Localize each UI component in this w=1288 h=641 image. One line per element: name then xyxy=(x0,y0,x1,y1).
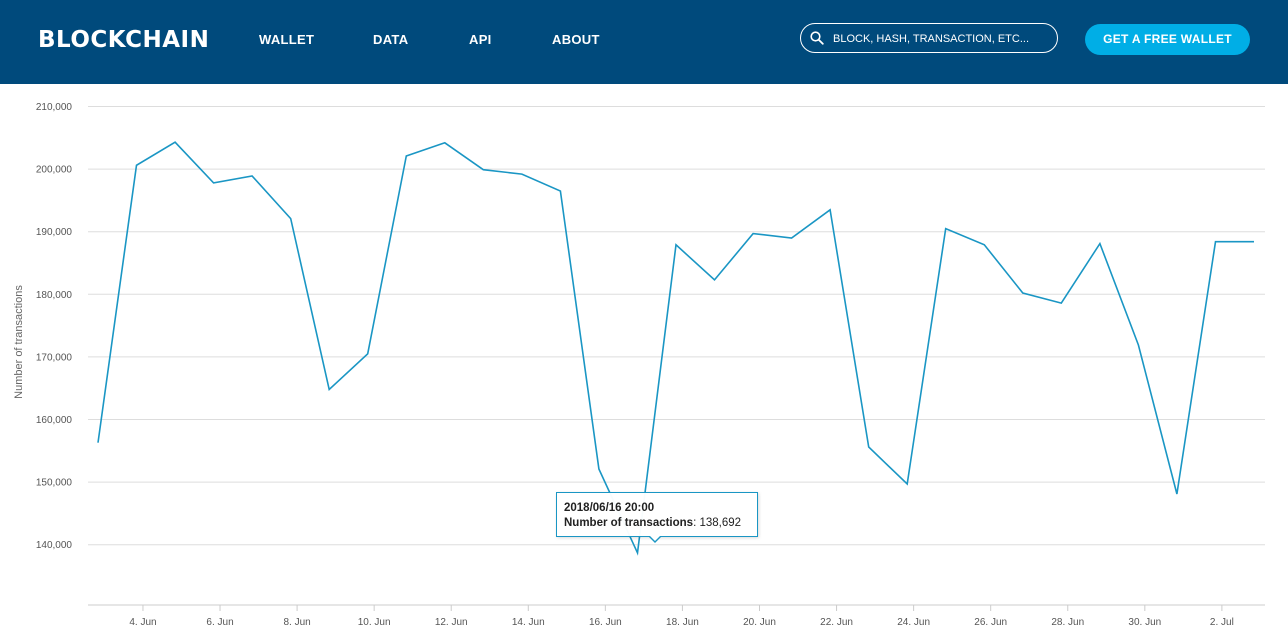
y-tick-label: 160,000 xyxy=(36,415,73,426)
data-point[interactable] xyxy=(595,465,603,473)
data-point[interactable] xyxy=(479,166,487,174)
search-input[interactable] xyxy=(831,28,1055,50)
data-point[interactable] xyxy=(133,161,141,169)
x-tick-label: 30. Jun xyxy=(1128,617,1161,628)
transactions-chart: 140,000 150,000 160,000 170,000 180,000 190,0… xyxy=(13,102,1265,628)
x-tick-label: 12. Jun xyxy=(435,617,468,628)
data-point[interactable] xyxy=(633,549,641,557)
data-point[interactable] xyxy=(1096,240,1104,248)
data-point[interactable] xyxy=(1134,341,1142,349)
x-tick-label: 22. Jun xyxy=(820,617,853,628)
data-tooltip: 2018/06/16 20:00 Number of transactions:… xyxy=(556,492,758,537)
tooltip-value-row: Number of transactions: 138,692 xyxy=(564,517,742,529)
data-point[interactable] xyxy=(672,241,680,249)
x-tick-label: 14. Jun xyxy=(512,617,545,628)
x-tick-label: 8. Jun xyxy=(283,617,310,628)
tooltip-value: 138,692 xyxy=(699,517,742,529)
data-point[interactable] xyxy=(287,215,295,223)
top-navigation-bar: BLOCKCHAIN WALLET DATA API ABOUT GET A F… xyxy=(0,0,1288,84)
y-tick-label: 210,000 xyxy=(36,102,73,113)
search-icon xyxy=(810,31,824,45)
data-point[interactable] xyxy=(1250,238,1258,246)
data-point[interactable] xyxy=(518,170,526,178)
data-point[interactable] xyxy=(1019,289,1027,297)
data-point[interactable] xyxy=(980,241,988,249)
y-tick-label: 170,000 xyxy=(36,352,73,363)
data-point[interactable] xyxy=(94,439,102,447)
y-axis-title: Number of transactions xyxy=(13,285,25,399)
x-tick-label: 10. Jun xyxy=(358,617,391,628)
tooltip-arrow-fill xyxy=(649,535,661,541)
x-tick-label: 18. Jun xyxy=(666,617,699,628)
data-point[interactable] xyxy=(1057,299,1065,307)
nav-data[interactable]: DATA xyxy=(373,32,409,47)
data-point[interactable] xyxy=(364,350,372,358)
data-point[interactable] xyxy=(903,480,911,488)
y-tick-label: 190,000 xyxy=(36,227,73,238)
series-line[interactable] xyxy=(97,141,1254,556)
data-point[interactable] xyxy=(826,206,834,214)
search-box[interactable] xyxy=(800,23,1058,53)
tooltip-label: Number of transactions xyxy=(564,517,694,529)
x-tick-label: 20. Jun xyxy=(743,617,776,628)
data-point[interactable] xyxy=(441,139,449,147)
grid-lines xyxy=(88,106,1265,546)
y-tick-label: 200,000 xyxy=(36,165,73,176)
data-point[interactable] xyxy=(711,276,719,284)
nav-api[interactable]: API xyxy=(469,32,492,47)
nav-about[interactable]: ABOUT xyxy=(552,32,600,47)
data-point[interactable] xyxy=(942,225,950,233)
get-free-wallet-button[interactable]: GET A FREE WALLET xyxy=(1085,24,1250,55)
y-tick-label: 180,000 xyxy=(36,290,73,301)
data-point[interactable] xyxy=(171,138,179,146)
x-tick-label: 4. Jun xyxy=(129,617,156,628)
x-tick-label: 2. Jul xyxy=(1210,617,1234,628)
blockchain-logo[interactable]: BLOCKCHAIN xyxy=(38,27,210,53)
data-point[interactable] xyxy=(788,234,796,242)
y-tick-label: 140,000 xyxy=(36,540,73,551)
nav-wallet[interactable]: WALLET xyxy=(259,32,315,47)
data-point[interactable] xyxy=(210,179,218,187)
data-point[interactable] xyxy=(749,230,757,238)
data-point[interactable] xyxy=(1173,490,1181,498)
x-tick-label: 28. Jun xyxy=(1051,617,1084,628)
x-tick-label: 24. Jun xyxy=(897,617,930,628)
data-point[interactable] xyxy=(402,152,410,160)
data-point[interactable] xyxy=(865,443,873,451)
data-point[interactable] xyxy=(556,187,564,195)
data-point[interactable] xyxy=(248,172,256,180)
x-tick-label: 6. Jun xyxy=(206,617,233,628)
data-point[interactable] xyxy=(325,385,333,393)
x-tick-label: 16. Jun xyxy=(589,617,622,628)
y-axis-ticks: 140,000 150,000 160,000 170,000 180,000 190,0… xyxy=(36,102,73,551)
data-point[interactable] xyxy=(1211,238,1219,246)
x-tick-label: 26. Jun xyxy=(974,617,1007,628)
y-tick-label: 150,000 xyxy=(36,478,73,489)
tooltip-date: 2018/06/16 20:00 xyxy=(564,502,655,514)
x-axis: 4. Jun 6. Jun 8. Jun 10. Jun 12. Jun 14. Jun 1… xyxy=(88,604,1265,628)
